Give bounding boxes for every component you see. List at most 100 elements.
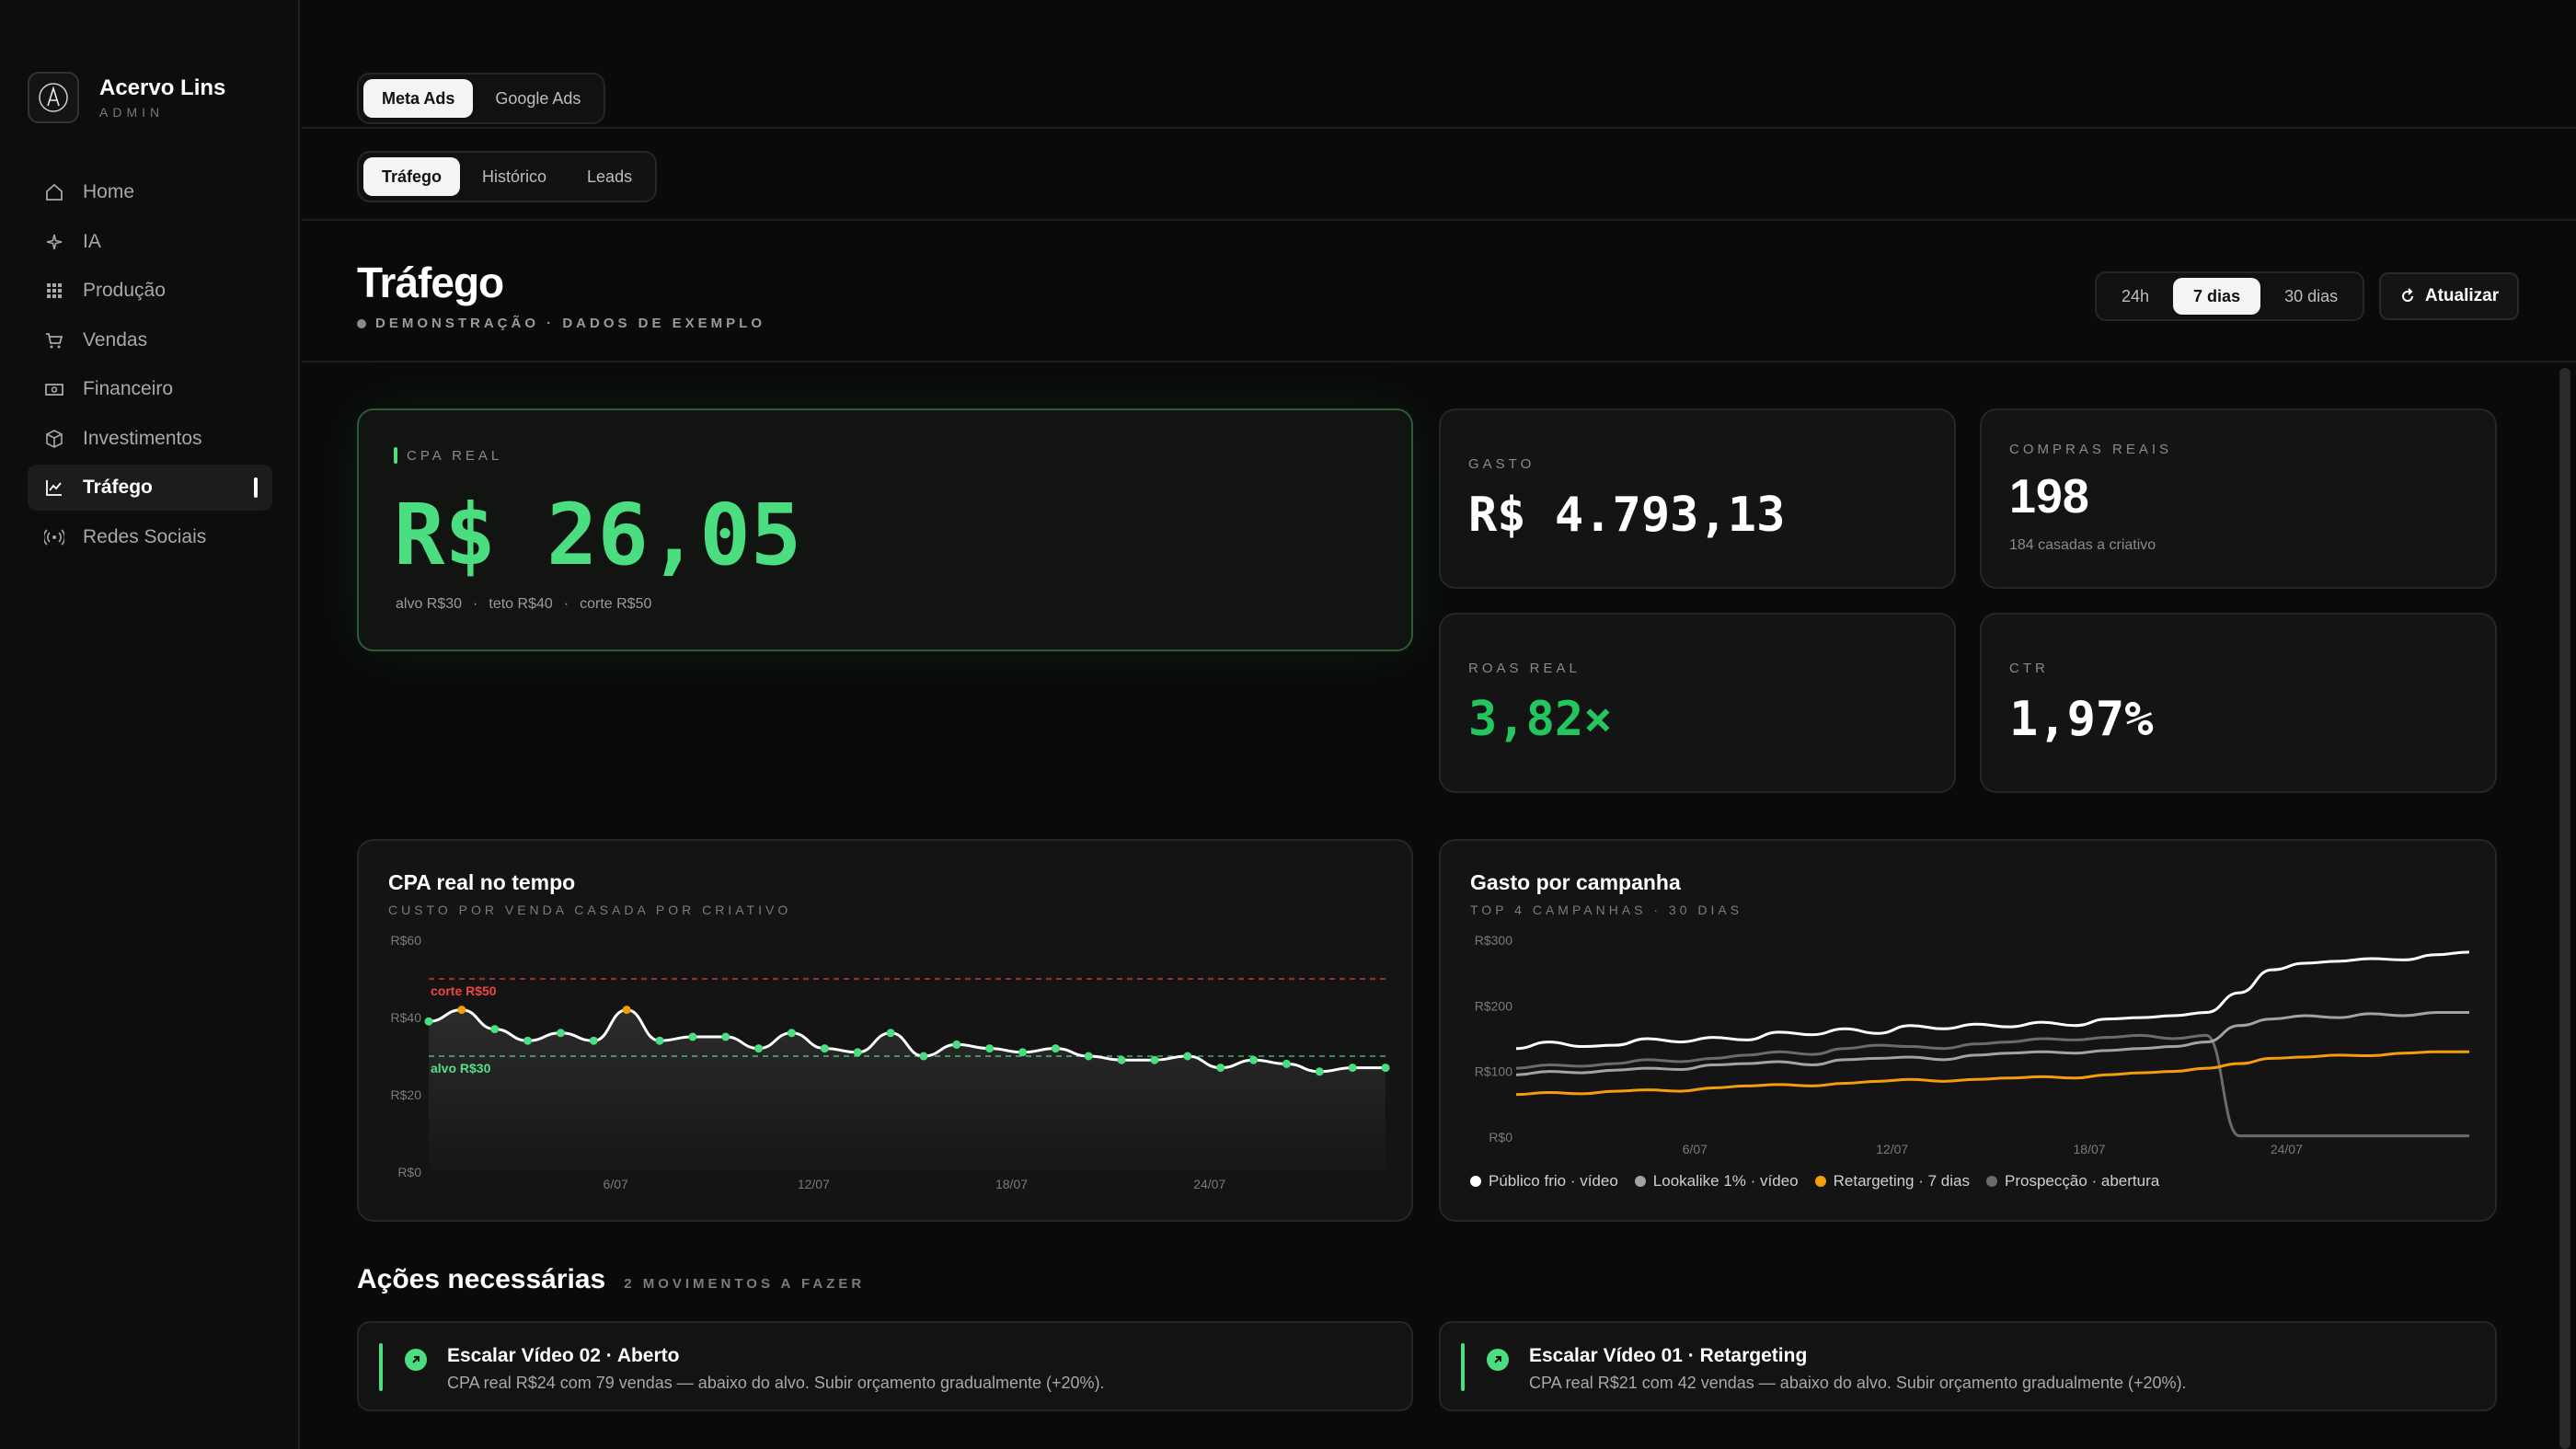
legend-item[interactable]: Público frio · vídeo [1470,1172,1618,1190]
accent-bar [379,1343,383,1391]
range-30-dias[interactable]: 30 dias [2284,286,2339,305]
platform-tabs: Meta Ads Google Ads [357,73,606,124]
data-point [424,1017,433,1026]
page-title: Tráfego [357,259,504,306]
data-point [1381,1064,1390,1073]
legend-item[interactable]: Prospecção · abertura [1986,1172,2159,1190]
data-point [589,1036,598,1045]
sidebar-item-produ-o[interactable]: Produção [28,268,272,314]
brand-name: Acervo Lins [99,75,226,100]
spend-chart-subtitle: TOP 4 CAMPANHAS · 30 DIAS [1470,903,1743,917]
series-line [1515,1033,2469,1138]
data-point [523,1036,533,1045]
data-point [490,1025,500,1034]
sidebar-item-label: Tráfego [83,477,153,498]
range-selector: 24h 7 dias 30 dias [2095,271,2365,321]
spend-chart-legend: Público frio · vídeo Lookalike 1% · vídeo… [1470,1172,2159,1190]
spend-chart-card: Gasto por campanha TOP 4 CAMPANHAS · 30 … [1439,839,2497,1222]
refresh-icon [2401,288,2413,302]
sidebar-item-home[interactable]: Home [28,169,272,215]
series-line [1515,1050,2469,1097]
data-point [886,1029,895,1038]
data-point [457,1006,466,1015]
legend-item[interactable]: Retargeting · 7 dias [1814,1172,1970,1190]
legend-label: Retargeting · 7 dias [1833,1172,1970,1190]
tab-hist-rico[interactable]: Histórico [482,167,547,186]
legend-swatch [1470,1176,1481,1187]
refresh-label: Atualizar [2424,286,2500,305]
x-tick-label: 6/07 [1683,1142,1708,1156]
legend-swatch [1986,1176,1997,1187]
action-card-1[interactable]: Escalar Vídeo 01 · Retargeting CPA real … [1439,1321,2497,1411]
box-icon [44,429,64,449]
active-indicator [254,477,258,498]
sidebar-item-label: Investimentos [83,427,202,449]
sidebar: Acervo Lins ADMIN Home IA Produção Vendas Fi… [0,0,300,1449]
sidebar-item-investimentos[interactable]: Investimentos [28,416,272,462]
data-point [1348,1064,1357,1073]
x-tick-label: 12/07 [1876,1142,1908,1156]
data-point [787,1029,796,1038]
x-tick-label: 12/07 [798,1177,830,1191]
data-point [985,1044,995,1053]
ctr-value: 1,97% [2009,692,2154,747]
tab-tr-fego[interactable]: Tráfego [363,157,461,196]
x-tick-label: 18/07 [995,1177,1028,1191]
x-tick-label: 6/07 [604,1177,628,1191]
legend-label: Lookalike 1% · vídeo [1652,1172,1799,1190]
roas-value: 3,82× [1468,692,1613,747]
brand[interactable]: Acervo Lins ADMIN [28,72,225,123]
sidebar-nav: Home IA Produção Vendas Financeiro Investimen… [28,169,272,563]
x-tick-label: 24/07 [1193,1177,1225,1191]
refresh-button[interactable]: Atualizar [2379,272,2519,320]
data-point [1084,1052,1093,1061]
tab-leads[interactable]: Leads [587,167,633,186]
accent-bar [1461,1343,1465,1391]
tab-google-ads[interactable]: Google Ads [495,88,581,108]
brand-logo-icon [28,72,79,123]
cpa-value: R$ 26,05 [394,486,802,584]
cpa-teto: teto R$40 [489,596,553,612]
ctr-label: CTR [2009,661,2049,676]
cart-icon [44,330,64,351]
action-desc: CPA real R$24 com 79 vendas — abaixo do … [447,1374,1105,1392]
spend-chart-title: Gasto por campanha [1470,870,1681,894]
sidebar-item-ia[interactable]: IA [28,219,272,265]
y-tick-label: R$40 [391,1010,422,1025]
data-point [721,1032,730,1041]
tab-meta-ads[interactable]: Meta Ads [363,79,474,118]
series-line [1515,1010,2469,1076]
compras-card: COMPRAS REAIS 198 184 casadas a criativo [1980,408,2497,589]
range-24h[interactable]: 24h [2122,286,2150,305]
actions-title: Ações necessárias [357,1264,606,1294]
separator: · [563,596,569,612]
cpa-thresholds: alvo R$30 · teto R$40 · corte R$50 [396,596,651,613]
compras-sub: 184 casadas a criativo [2009,537,2156,553]
compras-value: 198 [2009,470,2089,523]
arrow-up-right-icon [1487,1349,1509,1371]
area-fill [429,1009,1386,1172]
cpa-corte: corte R$50 [580,596,652,612]
data-point [1051,1044,1060,1053]
sidebar-item-redes-sociais[interactable]: Redes Sociais [28,514,272,560]
range-7-dias[interactable]: 7 dias [2173,278,2261,315]
sidebar-item-financeiro[interactable]: Financeiro [28,366,272,412]
scrollbar[interactable] [2559,368,2570,1449]
action-card-0[interactable]: Escalar Vídeo 02 · Aberto CPA real R$24 … [357,1321,1413,1411]
roas-label: ROAS REAL [1468,661,1581,676]
x-tick-label: 24/07 [2271,1142,2303,1156]
action-title: Escalar Vídeo 02 · Aberto [447,1345,680,1366]
data-point [952,1040,961,1049]
cpa-alvo: alvo R$30 [396,596,463,612]
data-point [655,1036,664,1045]
y-tick-label: R$0 [1489,1130,1512,1144]
data-point [622,1006,631,1015]
grid-icon [44,281,64,301]
y-tick-label: R$60 [391,933,422,948]
data-point [1315,1067,1324,1076]
bullet-icon [357,318,366,328]
sidebar-item-vendas[interactable]: Vendas [28,317,272,363]
sidebar-item-tr-fego[interactable]: Tráfego [28,465,272,511]
legend-item[interactable]: Lookalike 1% · vídeo [1634,1172,1799,1190]
gasto-label: GASTO [1468,456,1535,472]
